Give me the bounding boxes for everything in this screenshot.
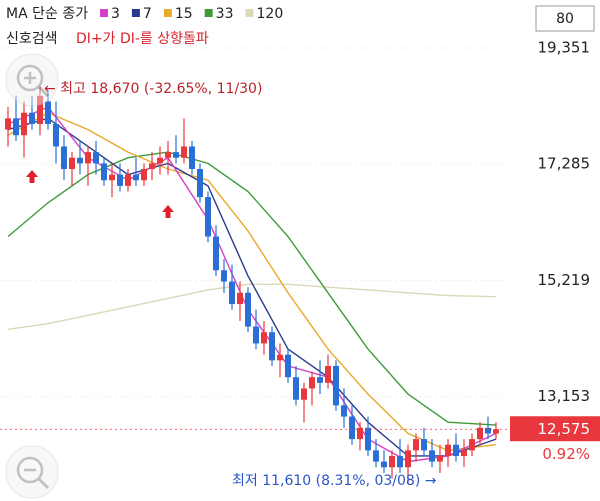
candle-body [357, 427, 363, 440]
legend-swatch [204, 9, 213, 17]
candle-body [21, 112, 27, 136]
last-price-box [510, 416, 600, 442]
candle-body [317, 377, 323, 383]
ma-line [7, 151, 497, 426]
candle-body [325, 365, 331, 383]
signal-arrow [162, 205, 174, 218]
candle-body [229, 281, 235, 305]
period-box[interactable] [535, 5, 595, 32]
candle-body [429, 450, 435, 462]
period-value[interactable]: 80 [556, 11, 574, 27]
candle-body [149, 163, 155, 169]
candle-body [45, 101, 51, 124]
candle-body [253, 326, 259, 344]
ma-line [7, 283, 497, 331]
ma-line [7, 111, 497, 452]
candle-body [125, 174, 131, 186]
candle-body [445, 444, 451, 456]
last-price-label: 12,575 [538, 420, 591, 438]
candle-body [453, 444, 459, 456]
candle-body [29, 112, 35, 124]
candle-body [205, 197, 211, 237]
candle-body [37, 95, 43, 124]
y-tick-label: 19,351 [538, 38, 591, 56]
y-tick-label: 17,285 [538, 155, 591, 173]
candle-body [405, 450, 411, 468]
legend-swatch [131, 9, 140, 17]
candle-body [61, 146, 67, 169]
candle-body [213, 236, 219, 271]
candle-body [365, 427, 371, 451]
candle-body [157, 157, 163, 164]
candle-body [109, 174, 115, 181]
candle-body [189, 146, 195, 169]
candle-body [301, 388, 307, 400]
candle-body [469, 439, 475, 451]
legend-label: 33 [216, 6, 234, 22]
signal-arrow [26, 170, 38, 183]
candle-body [341, 405, 347, 417]
candle-body [141, 168, 147, 181]
candle-body [245, 292, 251, 327]
plot-area [0, 47, 510, 484]
legend-swatch [245, 9, 254, 17]
candle-body [261, 332, 267, 344]
low-note: 최저 11,610 (8.31%, 03/08) → [232, 473, 437, 489]
candle-body [397, 455, 403, 468]
candle-body [13, 118, 19, 136]
candle-body [485, 427, 491, 434]
candle-body [373, 450, 379, 462]
y-tick-label: 15,219 [538, 271, 591, 289]
legend-label: 3 [111, 6, 120, 22]
candle-body [269, 332, 275, 361]
legend-label: 120 [257, 6, 284, 22]
candle-body [461, 450, 467, 456]
legend-title: MA 단순 종가 [6, 6, 88, 22]
candle-body [101, 163, 107, 181]
candle-body [389, 455, 395, 468]
candle-body [77, 157, 83, 164]
candle-body [437, 455, 443, 462]
candle-body [349, 416, 355, 440]
legend-swatch [100, 9, 108, 17]
candle-body [333, 365, 339, 406]
candle-body [173, 152, 179, 158]
zoom-out[interactable] [5, 445, 59, 499]
candle-body [85, 152, 91, 164]
candle-body [93, 152, 99, 164]
candle-body [197, 168, 203, 198]
candle-body [221, 270, 227, 282]
candle-body [69, 157, 75, 169]
change-label: 0.92% [542, 445, 590, 463]
candle-body [133, 174, 139, 181]
legend-swatch [163, 9, 172, 17]
candle-body [381, 461, 387, 468]
candle-body [53, 123, 59, 147]
candle-body [477, 427, 483, 440]
candle-body [5, 118, 11, 130]
signal-label: 신호검색 [6, 31, 58, 47]
y-tick-label: 13,153 [538, 387, 591, 405]
candle-body [493, 429, 499, 434]
high-note: ← 최고 18,670 (-32.65%, 11/30) [44, 81, 262, 97]
candle-body [237, 292, 243, 305]
candle-body [309, 377, 315, 389]
zoom-in[interactable] [5, 53, 59, 107]
candle-body [277, 354, 283, 361]
candle-body [413, 439, 419, 451]
candle-body [421, 439, 427, 451]
candle-body [117, 174, 123, 186]
signal-name[interactable]: DI+가 DI-를 상향돌파 [76, 31, 209, 47]
candle-body [293, 377, 299, 400]
legend-label: 15 [175, 6, 193, 22]
candle-body [285, 354, 291, 378]
candle-body [165, 152, 171, 158]
candle-body [181, 146, 187, 158]
legend-label: 7 [143, 6, 152, 22]
